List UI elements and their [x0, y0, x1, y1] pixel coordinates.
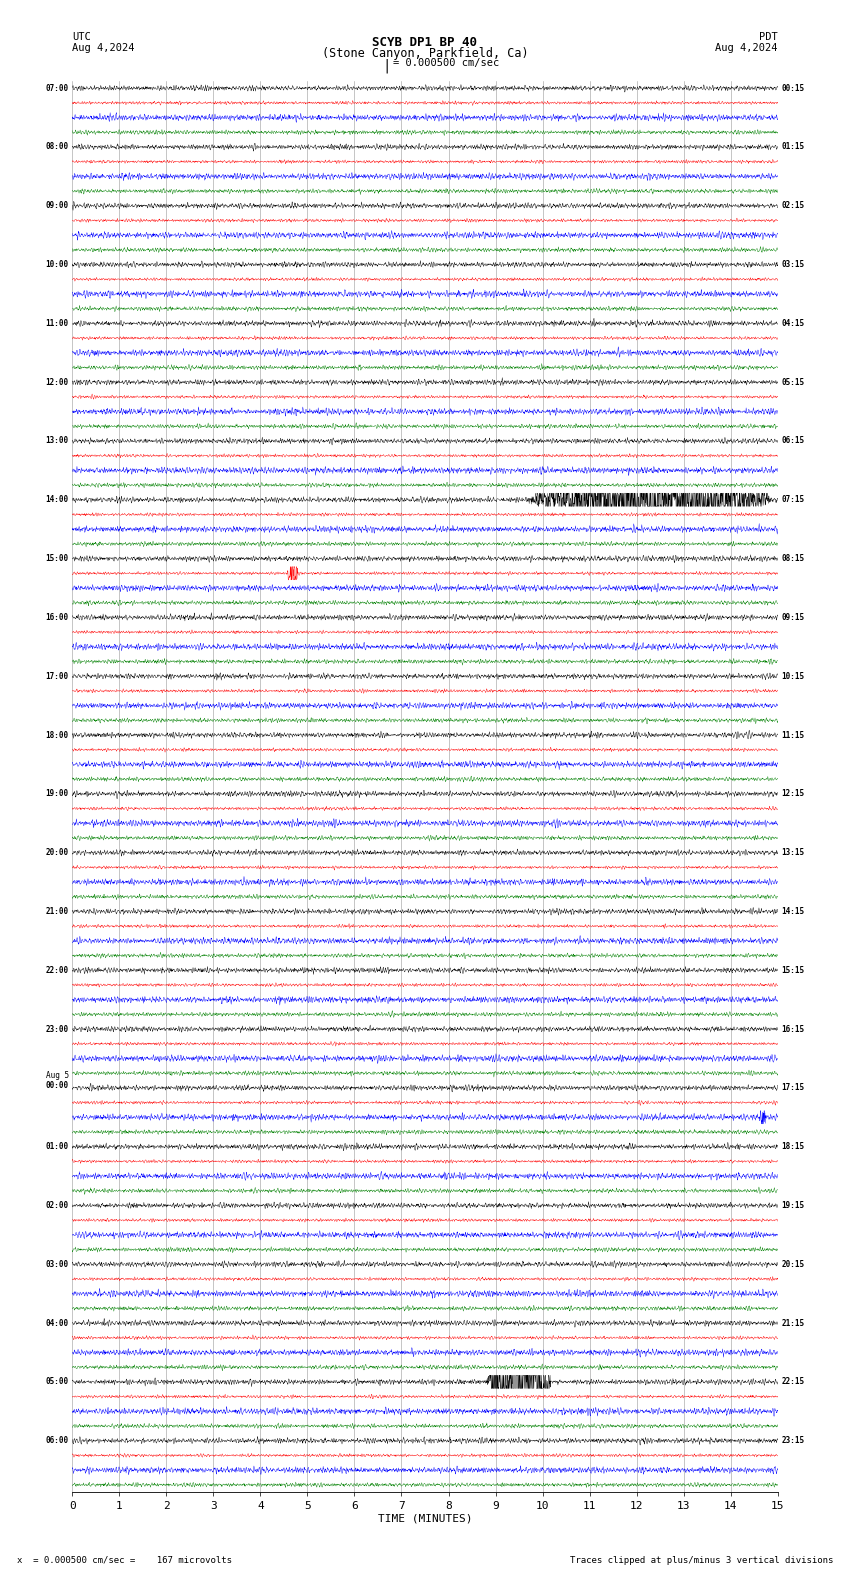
Text: 02:15: 02:15 [781, 201, 804, 211]
Text: 02:00: 02:00 [46, 1201, 69, 1210]
Text: 15:00: 15:00 [46, 554, 69, 562]
Text: 17:00: 17:00 [46, 672, 69, 681]
Text: 22:00: 22:00 [46, 966, 69, 974]
Text: 18:00: 18:00 [46, 730, 69, 740]
Text: 04:00: 04:00 [46, 1318, 69, 1327]
Text: 14:00: 14:00 [46, 496, 69, 504]
Text: 09:15: 09:15 [781, 613, 804, 623]
Text: 06:15: 06:15 [781, 437, 804, 445]
Text: 07:00: 07:00 [46, 84, 69, 92]
Text: UTC: UTC [72, 32, 91, 41]
Text: 23:15: 23:15 [781, 1437, 804, 1445]
Text: SCYB DP1 BP 40: SCYB DP1 BP 40 [372, 35, 478, 49]
Text: = 0.000500 cm/sec: = 0.000500 cm/sec [393, 57, 499, 68]
Text: 09:00: 09:00 [46, 201, 69, 211]
Text: |: | [382, 59, 391, 73]
Text: x  = 0.000500 cm/sec =    167 microvolts: x = 0.000500 cm/sec = 167 microvolts [17, 1555, 232, 1565]
Text: 20:15: 20:15 [781, 1259, 804, 1269]
Text: 11:00: 11:00 [46, 318, 69, 328]
Text: 10:00: 10:00 [46, 260, 69, 269]
Text: 13:00: 13:00 [46, 437, 69, 445]
Text: 00:00: 00:00 [46, 1082, 69, 1090]
Text: 08:15: 08:15 [781, 554, 804, 562]
Text: 15:15: 15:15 [781, 966, 804, 974]
Text: 05:00: 05:00 [46, 1378, 69, 1386]
Text: 03:15: 03:15 [781, 260, 804, 269]
Text: 19:15: 19:15 [781, 1201, 804, 1210]
Text: 08:00: 08:00 [46, 143, 69, 152]
Text: 16:00: 16:00 [46, 613, 69, 623]
Text: 04:15: 04:15 [781, 318, 804, 328]
Text: 20:00: 20:00 [46, 847, 69, 857]
Text: 16:15: 16:15 [781, 1025, 804, 1033]
Text: Traces clipped at plus/minus 3 vertical divisions: Traces clipped at plus/minus 3 vertical … [570, 1555, 833, 1565]
Text: 12:15: 12:15 [781, 789, 804, 798]
Text: 17:15: 17:15 [781, 1083, 804, 1093]
Text: 11:15: 11:15 [781, 730, 804, 740]
Text: 23:00: 23:00 [46, 1025, 69, 1033]
Text: 06:00: 06:00 [46, 1437, 69, 1445]
Text: 12:00: 12:00 [46, 377, 69, 386]
Text: 00:15: 00:15 [781, 84, 804, 92]
Text: PDT: PDT [759, 32, 778, 41]
Text: 22:15: 22:15 [781, 1378, 804, 1386]
Text: 19:00: 19:00 [46, 789, 69, 798]
Text: 13:15: 13:15 [781, 847, 804, 857]
Text: Aug 4,2024: Aug 4,2024 [715, 43, 778, 52]
Text: Aug 5: Aug 5 [46, 1071, 69, 1080]
Text: 05:15: 05:15 [781, 377, 804, 386]
Text: 07:15: 07:15 [781, 496, 804, 504]
Text: Aug 4,2024: Aug 4,2024 [72, 43, 135, 52]
Text: 03:00: 03:00 [46, 1259, 69, 1269]
Text: 21:00: 21:00 [46, 908, 69, 916]
Text: 10:15: 10:15 [781, 672, 804, 681]
Text: 14:15: 14:15 [781, 908, 804, 916]
Text: 01:00: 01:00 [46, 1142, 69, 1152]
Text: 01:15: 01:15 [781, 143, 804, 152]
Text: 21:15: 21:15 [781, 1318, 804, 1327]
Text: 18:15: 18:15 [781, 1142, 804, 1152]
X-axis label: TIME (MINUTES): TIME (MINUTES) [377, 1514, 473, 1524]
Text: (Stone Canyon, Parkfield, Ca): (Stone Canyon, Parkfield, Ca) [321, 46, 529, 60]
